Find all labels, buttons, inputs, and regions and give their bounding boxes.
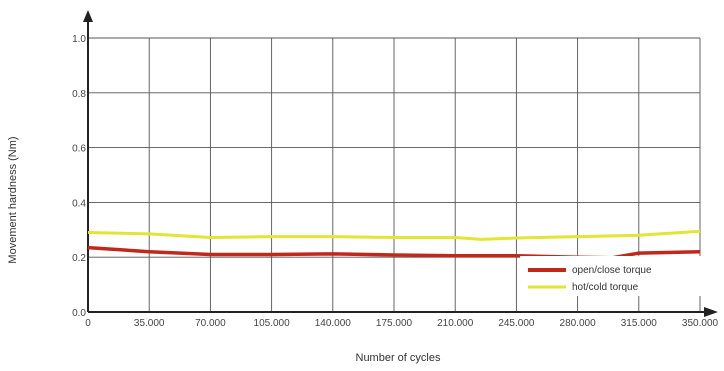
y-tick-label: 0.0: [72, 308, 86, 319]
series-line-hot-cold: [87, 229, 701, 241]
legend-label-hot-cold: hot/cold torque: [572, 282, 639, 293]
legend-label-open-close: open/close torque: [572, 265, 652, 276]
y-axis-title: Movement hardness (Nm): [7, 136, 19, 263]
x-tick-label: 0: [85, 318, 91, 329]
y-tick-label: 0.2: [72, 253, 86, 264]
x-tick-label: 70.000: [195, 318, 226, 329]
x-tick-label: 140.000: [315, 318, 352, 329]
x-tick-label: 35.000: [134, 318, 165, 329]
x-tick-label: 245.000: [498, 318, 535, 329]
x-tick-label: 350.000: [682, 318, 719, 329]
x-tick-label: 105.000: [254, 318, 291, 329]
x-tick-label: 315.000: [621, 318, 658, 329]
tick-labels: 0 35.000 70.000 105.000 140.000 175.000 210.00…: [72, 34, 718, 329]
y-tick-label: 0.6: [72, 144, 86, 155]
y-tick-label: 0.8: [72, 89, 86, 100]
x-tick-label: 280.000: [560, 318, 597, 329]
x-axis-arrow: [704, 307, 718, 317]
y-tick-label: 0.4: [72, 198, 86, 209]
axes: [83, 10, 718, 317]
x-axis-title: Number of cycles: [356, 352, 441, 364]
legend: open/close torque hot/cold torque: [520, 256, 704, 296]
y-axis-arrow: [83, 10, 93, 22]
legend-box: [520, 256, 704, 296]
x-tick-label: 175.000: [376, 318, 413, 329]
grid: [88, 37, 701, 312]
x-tick-label: 210.000: [437, 318, 474, 329]
y-tick-label: 1.0: [72, 34, 86, 45]
